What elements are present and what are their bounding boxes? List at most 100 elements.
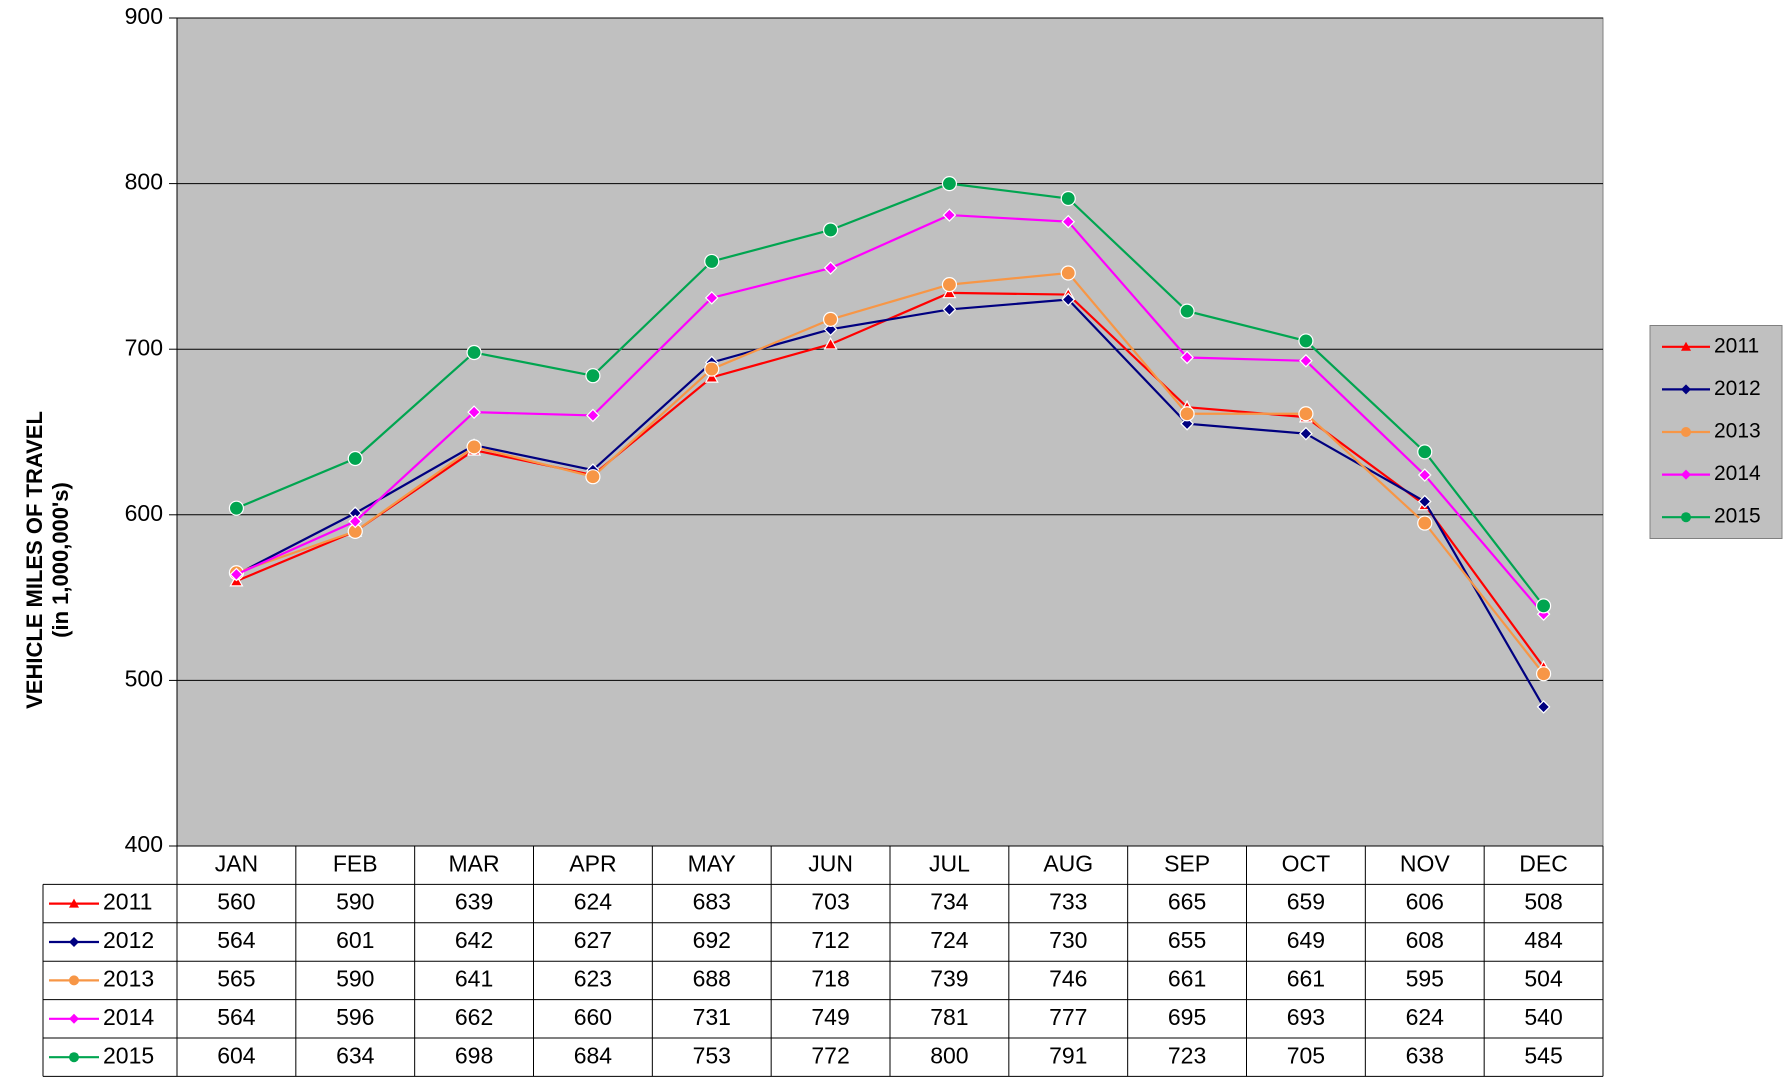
series-line xyxy=(235,213,1545,615)
data-point xyxy=(1298,333,1314,349)
table-cell: 606 xyxy=(1406,889,1444,915)
table-cell: 683 xyxy=(693,889,731,915)
table-cell: 641 xyxy=(455,965,493,991)
legend-label: 2013 xyxy=(1714,420,1761,443)
table-cell: 623 xyxy=(574,965,612,991)
data-point xyxy=(941,277,958,293)
data-point xyxy=(585,368,601,384)
table-cell: 723 xyxy=(1168,1042,1206,1068)
data-point xyxy=(942,302,957,317)
table-cell: 746 xyxy=(1049,965,1087,991)
table-series-name: 2013 xyxy=(103,965,154,991)
data-point xyxy=(466,439,482,455)
table-cell: 504 xyxy=(1524,965,1563,991)
x-tick-label: JUL xyxy=(929,850,970,876)
data-point xyxy=(1299,426,1313,441)
data-point xyxy=(942,285,957,299)
table-cell: 698 xyxy=(455,1042,493,1068)
legend-label: 2012 xyxy=(1714,377,1761,400)
x-tick-label: MAY xyxy=(688,850,736,876)
x-tick-label: FEB xyxy=(333,850,378,876)
table-cell: 688 xyxy=(693,965,731,991)
data-point xyxy=(1179,303,1195,319)
data-point xyxy=(1535,666,1552,682)
data-point xyxy=(1060,265,1076,281)
x-tick-label: APR xyxy=(569,850,616,876)
data-point xyxy=(1180,350,1194,365)
data-point xyxy=(942,208,957,222)
y-axis-label: (in 1,000,000's) xyxy=(48,482,73,638)
x-tick-label: NOV xyxy=(1400,850,1451,876)
table-cell: 639 xyxy=(455,889,493,915)
legend-label: 2014 xyxy=(1714,462,1761,485)
legend-label: 2011 xyxy=(1714,334,1759,357)
table-cell: 731 xyxy=(693,1004,731,1030)
table-cell: 545 xyxy=(1524,1042,1562,1068)
table-series-name: 2014 xyxy=(103,1004,154,1030)
data-point xyxy=(1535,598,1552,614)
table-series-name: 2012 xyxy=(103,927,154,953)
table-cell: 661 xyxy=(1168,965,1206,991)
y-axis-label: VEHICLE MILES OF TRAVEL xyxy=(22,411,47,709)
table-cell: 695 xyxy=(1168,1004,1206,1030)
table-key-marker xyxy=(69,1052,79,1063)
legend-marker xyxy=(1681,512,1691,523)
data-point xyxy=(823,261,838,275)
x-tick-label: JUN xyxy=(808,850,853,876)
table-cell: 730 xyxy=(1049,927,1087,953)
x-tick-label: JAN xyxy=(215,850,258,876)
table-cell: 660 xyxy=(574,1004,612,1030)
table-cell: 724 xyxy=(930,927,969,953)
data-point xyxy=(822,222,839,238)
data-point xyxy=(1061,292,1076,307)
table-cell: 712 xyxy=(811,927,849,953)
table-cell: 705 xyxy=(1287,1042,1325,1068)
table-cell: 718 xyxy=(811,965,849,991)
table-cell: 772 xyxy=(811,1042,849,1068)
table-cell: 642 xyxy=(455,927,493,953)
y-tick-label: 600 xyxy=(125,500,163,526)
table-cell: 665 xyxy=(1168,889,1206,915)
table-series-name: 2011 xyxy=(103,889,152,915)
table-cell: 601 xyxy=(336,927,374,953)
data-point xyxy=(1179,406,1195,422)
table-cell: 565 xyxy=(217,965,255,991)
legend-marker xyxy=(1681,427,1691,437)
data-point xyxy=(1061,214,1076,229)
table-series-name: 2015 xyxy=(103,1042,154,1068)
table-cell: 734 xyxy=(930,889,969,915)
table-cell: 777 xyxy=(1049,1004,1087,1030)
data-point xyxy=(348,514,363,529)
table-cell: 627 xyxy=(574,927,612,953)
legend-marker xyxy=(1681,341,1691,351)
table-cell: 484 xyxy=(1524,927,1563,953)
y-tick-label: 700 xyxy=(125,334,163,360)
table-cell: 590 xyxy=(336,965,374,991)
table-cell: 781 xyxy=(930,1004,968,1030)
table-cell: 739 xyxy=(930,965,968,991)
data-point xyxy=(1536,700,1551,714)
data-point xyxy=(823,336,838,350)
table-cell: 655 xyxy=(1168,927,1206,953)
table-cell: 624 xyxy=(1406,1004,1445,1030)
y-tick-label: 800 xyxy=(125,169,163,195)
table-cell: 662 xyxy=(455,1004,493,1030)
data-point xyxy=(228,500,245,516)
table-cell: 595 xyxy=(1406,965,1444,991)
table-cell: 634 xyxy=(336,1042,375,1068)
table-cell: 540 xyxy=(1524,1004,1562,1030)
table-cell: 659 xyxy=(1287,889,1325,915)
table-cell: 692 xyxy=(693,927,731,953)
data-point xyxy=(586,408,600,423)
table-cell: 590 xyxy=(336,889,374,915)
data-point xyxy=(585,469,601,485)
data-point xyxy=(704,370,719,383)
table-cell: 560 xyxy=(217,889,255,915)
table-cell: 749 xyxy=(811,1004,849,1030)
table-cell: 508 xyxy=(1524,889,1562,915)
data-point xyxy=(467,405,481,419)
table-cell: 596 xyxy=(336,1004,374,1030)
data-point xyxy=(704,253,720,270)
x-tick-label: SEP xyxy=(1164,850,1210,876)
